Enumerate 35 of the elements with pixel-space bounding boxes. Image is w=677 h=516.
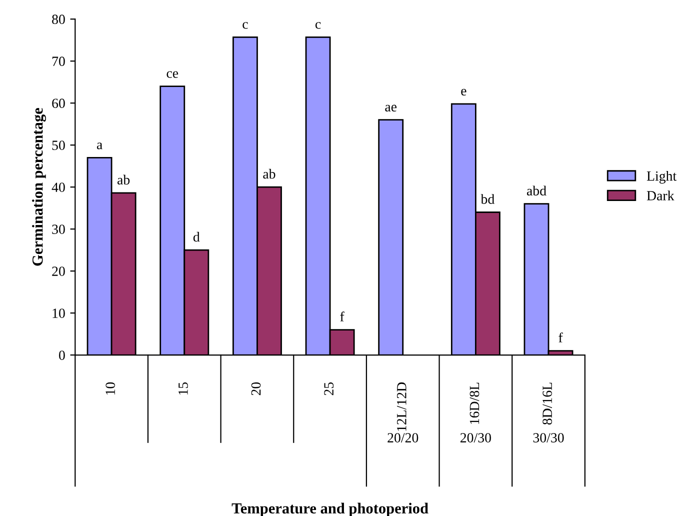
data-label: abd [526,186,546,196]
data-label: f [340,312,344,322]
x-tick-label: 10 [106,382,116,395]
x-tick-label: 8D/16L [542,382,552,425]
data-label: f [558,332,563,342]
y-tick-label: 20 [52,266,65,276]
y-tick-label: 10 [52,308,65,318]
x-tick-label: 16D/8L [470,382,480,424]
data-label: ae [385,104,397,112]
y-tick-label: 60 [52,98,65,108]
data-label: e [461,88,466,96]
y-tick-label: 40 [52,182,65,192]
x-tick-label: 25 [324,382,334,396]
y-axis-title: Germination percentage [32,108,46,266]
y-tick-label: 70 [52,56,65,66]
text: 30/30 [533,433,564,442]
data-label: a [96,142,102,150]
data-label: ab [263,168,276,179]
data-label: ce [166,71,178,78]
x-tick-label: 12L/12D [397,382,406,431]
data-label: bd [480,194,494,204]
text: 20/20 [388,433,418,442]
legend-label: Dark [646,190,674,200]
data-label: d [193,232,200,242]
y-tick-label: 30 [52,224,65,234]
text: 20/30 [460,433,491,442]
y-tick-label: 50 [52,140,65,150]
x-tick-label: 15 [178,382,188,395]
x-tick-label: 20 [251,382,261,396]
y-tick-label: 80 [52,14,65,24]
legend-label: Light [646,170,677,184]
y-tick-label: 0 [59,350,65,360]
data-label: ab [118,174,130,185]
data-label: c [315,22,321,29]
data-label: c [242,22,248,29]
